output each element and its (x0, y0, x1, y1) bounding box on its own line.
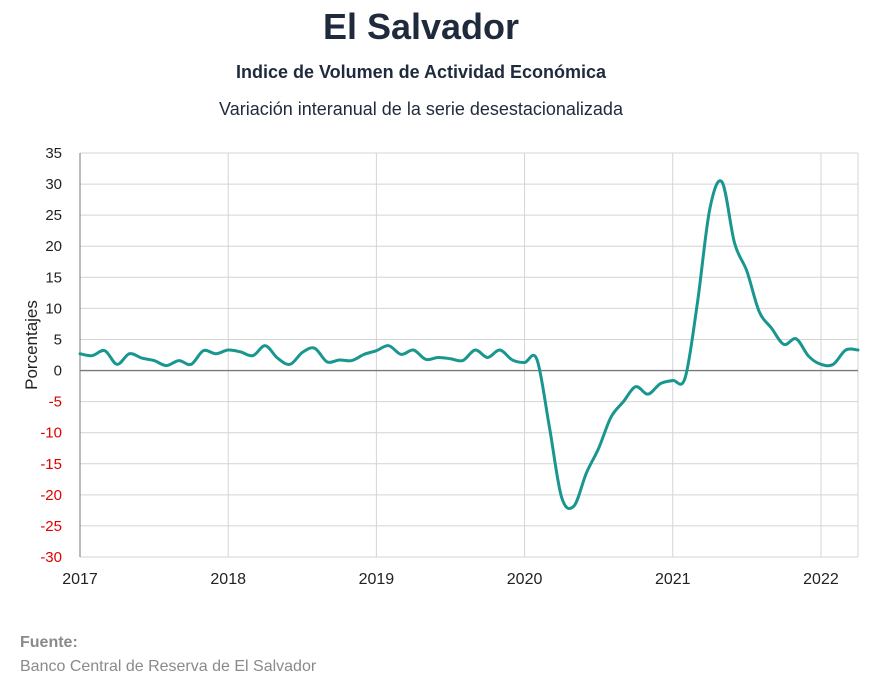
chart-subtitle: Indice de Volumen de Actividad Económica (235, 62, 607, 82)
y-tick-label: -15 (40, 456, 62, 473)
x-tick-label: 2018 (210, 571, 246, 588)
y-tick-label: 5 (54, 331, 62, 348)
y-tick-label: 30 (45, 176, 62, 193)
y-tick-label: 20 (45, 238, 62, 255)
y-tick-label: 0 (54, 363, 62, 380)
y-tick-label: -5 (49, 394, 62, 411)
x-tick-label: 2019 (359, 571, 395, 588)
y-tick-label: -20 (40, 487, 62, 504)
y-tick-label: 35 (45, 145, 62, 162)
x-axis-ticks: 2017 2018 2019 2020 2021 2022 (62, 571, 839, 588)
x-tick-label: 2017 (62, 571, 98, 588)
y-tick-label: 10 (45, 300, 62, 317)
x-tick-label: 2022 (803, 571, 839, 588)
series-line (78, 179, 860, 511)
y-tick-label: 25 (45, 207, 62, 224)
x-tick-label: 2021 (655, 571, 691, 588)
y-tick-label: -30 (40, 549, 62, 566)
y-tick-label: -25 (40, 518, 62, 535)
y-tick-label: 15 (45, 269, 62, 286)
x-tick-label: 2020 (507, 571, 543, 588)
source-text: Banco Central de Reserva de El Salvador (20, 658, 317, 675)
gridlines (79, 152, 859, 558)
chart-title: El Salvador (322, 6, 520, 47)
series-group (78, 179, 860, 511)
chart-description: Variación interanual de la serie desesta… (219, 99, 623, 119)
source-label: Fuente: (20, 634, 78, 651)
y-axis-label: Porcentajes (22, 300, 41, 390)
y-axis-ticks: 35 30 25 20 15 10 5 0 -5 -10 -15 -20 -25 -30 (40, 145, 62, 566)
y-tick-label: -10 (40, 425, 62, 442)
